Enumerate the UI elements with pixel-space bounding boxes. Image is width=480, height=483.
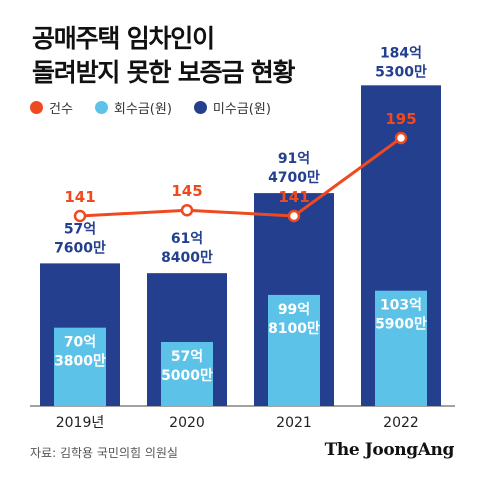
unrecovered-label: 5300만: [375, 64, 427, 80]
chart-title: 공매주택 임차인이 돌려받지 못한 보증금 현황: [32, 22, 296, 90]
title-line-1: 공매주택 임차인이: [32, 24, 215, 53]
legend-item-recovered: 회수금(원): [94, 98, 172, 117]
count-point: [73, 209, 87, 223]
unrecovered-label: 7600만: [54, 240, 106, 256]
legend-label-recovered: 회수금(원): [113, 101, 172, 117]
recovered-bar: [268, 294, 320, 406]
x-tick-label: 2021: [276, 415, 312, 431]
legend-label-unrecovered: 미수금(원): [212, 101, 271, 117]
recovered-bar: [54, 327, 106, 406]
legend-item-unrecovered: 미수금(원): [193, 98, 271, 117]
recovered-label: 5000만: [161, 368, 213, 384]
title-line-2: 돌려받지 못한 보증금 현황: [32, 58, 296, 87]
recovered-label: 5900만: [375, 317, 427, 333]
circle-icon: [193, 100, 207, 114]
recovered-bar: [375, 290, 427, 406]
unrecovered-label: 8400만: [161, 250, 213, 266]
unrecovered-label: 4700만: [268, 170, 320, 186]
count-label: 141: [278, 188, 309, 206]
x-tick-label: 2022: [383, 415, 419, 431]
recovered-label: 8100만: [268, 321, 320, 337]
recovered-label: 70억: [64, 335, 96, 351]
bar-line-chart: 70억 3800만 57억 7600만 2019년 57억 5000만 61억 8400만 202…: [30, 45, 455, 431]
legend: 건수 회수금(원) 미수금(원): [30, 96, 293, 118]
x-tick-label: 2019년: [56, 415, 105, 431]
recovered-label: 57억: [171, 349, 203, 365]
count-point: [394, 131, 408, 145]
count-point: [180, 203, 194, 217]
recovered-bar: [161, 342, 213, 406]
unrecovered-label: 57억: [64, 221, 96, 237]
brand-logo: The JoongAng: [324, 440, 455, 460]
source-note: 자료: 김학용 국민의힘 의원실: [30, 446, 178, 460]
circle-icon: [94, 100, 108, 114]
count-label: 195: [385, 110, 416, 128]
count-label: 145: [171, 182, 202, 200]
legend-label-count: 건수: [49, 101, 73, 117]
unrecovered-label: 91억: [278, 151, 310, 167]
x-tick-label: 2020: [169, 415, 205, 431]
recovered-label: 99억: [278, 302, 310, 318]
line-dot-icon: [30, 100, 43, 114]
recovered-label: 103억: [380, 298, 422, 314]
recovered-label: 3800만: [54, 354, 106, 370]
count-line: [79, 136, 402, 218]
unrecovered-label: 61억: [171, 231, 203, 247]
count-point: [287, 209, 301, 223]
legend-item-count: 건수: [30, 98, 73, 117]
unrecovered-label: 184억: [380, 45, 422, 61]
count-label: 141: [64, 188, 95, 206]
